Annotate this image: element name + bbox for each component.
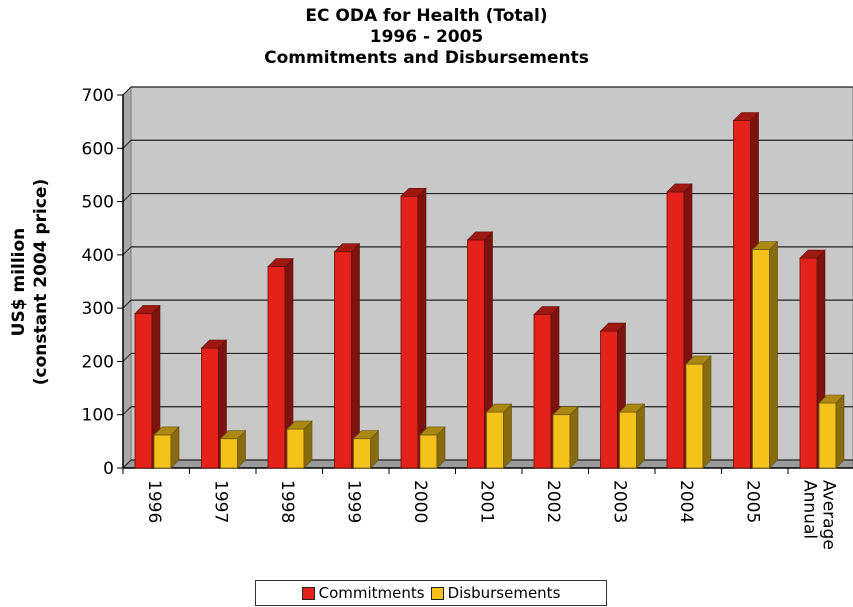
- commitment-bar-top: [732, 112, 760, 121]
- y-tick-label: 500: [82, 193, 114, 213]
- legend-label-commitments: Commitments: [318, 584, 425, 602]
- commitment-bar: [467, 239, 485, 469]
- commitment-bar: [533, 314, 552, 469]
- commitment-bar: [267, 266, 286, 469]
- commitment-bar-top: [267, 258, 294, 267]
- x-tick-label: 1998: [277, 480, 297, 523]
- disbursement-bar: [153, 434, 172, 469]
- gridline-side: [122, 459, 132, 469]
- disbursement-bar: [685, 363, 704, 469]
- legend-item-disbursements: Disbursements: [430, 584, 561, 602]
- disbursement-bar-top: [552, 406, 579, 416]
- disbursement-bar-top: [485, 403, 513, 413]
- x-tick-label: 1999: [344, 480, 364, 523]
- commitment-bar: [733, 120, 751, 469]
- y-tick-label: 300: [82, 299, 114, 319]
- commitment-bar-top: [466, 231, 494, 241]
- disbursement-bar-side: [569, 405, 579, 469]
- disbursement-bar-top: [219, 430, 247, 439]
- commitment-bar-top: [533, 306, 560, 315]
- gridline-side: [122, 299, 132, 309]
- disbursement-bar-top: [685, 355, 712, 365]
- chart-title-line-1: EC ODA for Health (Total): [305, 6, 548, 26]
- gridline-side: [122, 353, 132, 362]
- commitment-bar-side: [417, 187, 427, 469]
- x-tick-label: Average: [819, 480, 839, 550]
- x-tick-label: 2002: [543, 480, 563, 523]
- x-tick-label: 1997: [211, 480, 231, 523]
- disbursement-bar-side: [636, 403, 645, 469]
- gridline-side: [122, 246, 132, 256]
- disbursement-bar-side: [835, 394, 845, 469]
- legend: Commitments Disbursements: [255, 580, 607, 606]
- disbursement-bar-side: [702, 355, 712, 469]
- disbursement-bar: [353, 438, 371, 469]
- disbursement-bar-top: [286, 420, 313, 430]
- disbursement-bar-side: [769, 240, 778, 469]
- disbursement-bar-side: [503, 403, 512, 469]
- disbursement-bar: [752, 249, 770, 469]
- disbursement-bar-top: [618, 403, 646, 413]
- gridline-side: [122, 139, 132, 149]
- x-tick-label: Annual: [800, 480, 820, 539]
- disbursement-bar: [419, 434, 438, 469]
- y-tick-label: 600: [82, 139, 114, 159]
- commitment-bar-top: [134, 305, 161, 314]
- chart-title-line-2: 1996 - 2005: [369, 27, 484, 47]
- commitment-bar-top: [799, 249, 826, 259]
- x-tick-label: 1996: [144, 480, 164, 523]
- commitment-bar: [334, 251, 352, 469]
- disbursement-bar-top: [818, 394, 845, 404]
- x-tick-label: 2004: [676, 480, 696, 523]
- disbursement-bar: [486, 411, 504, 469]
- disbursement-bar-top: [352, 430, 380, 439]
- legend-item-commitments: Commitments: [301, 584, 425, 602]
- disbursement-bar-top: [751, 241, 779, 250]
- commitment-bar-top: [599, 322, 627, 332]
- x-tick-label: 2000: [410, 480, 430, 523]
- y-tick-label: 700: [82, 86, 114, 106]
- commitment-bar-top: [200, 339, 228, 349]
- x-tick-label: 2005: [743, 480, 763, 523]
- commitment-bar-top: [400, 187, 427, 197]
- disbursement-bar-top: [153, 426, 180, 436]
- disbursement-bar: [552, 414, 571, 469]
- legend-swatch-commitments: [301, 586, 315, 600]
- y-tick-label: 0: [103, 459, 114, 479]
- disbursement-bar: [286, 428, 305, 469]
- chart-title-line-3: Commitments and Disbursements: [264, 48, 589, 68]
- commitment-bar: [600, 330, 618, 469]
- y-tick-label: 200: [82, 352, 114, 372]
- gridline-side: [122, 86, 132, 96]
- disbursement-bar: [619, 411, 637, 469]
- gridline-side: [122, 406, 132, 416]
- commitment-bar: [799, 257, 818, 469]
- commitment-bar: [201, 347, 219, 469]
- disbursement-bar-top: [419, 426, 446, 436]
- legend-swatch-disbursements: [430, 586, 444, 600]
- disbursement-bar: [220, 438, 238, 469]
- commitment-bar-top: [333, 243, 361, 252]
- x-tick-label: 2003: [610, 480, 630, 523]
- commitment-bar-top: [666, 183, 693, 193]
- x-tick-label: 2001: [477, 480, 497, 523]
- gridline-side: [122, 193, 132, 202]
- commitment-bar: [666, 191, 685, 469]
- legend-label-disbursements: Disbursements: [447, 584, 561, 602]
- commitment-bar: [400, 195, 419, 469]
- y-tick-label: 400: [82, 246, 114, 266]
- y-tick-label: 100: [82, 406, 114, 426]
- commitment-bar: [134, 313, 153, 469]
- disbursement-bar: [818, 402, 837, 469]
